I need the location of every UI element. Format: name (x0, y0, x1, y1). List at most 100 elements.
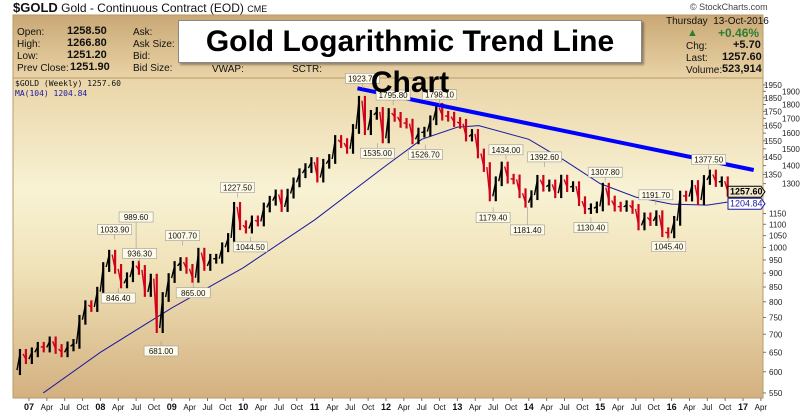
x-tick-label: 16 (667, 402, 677, 412)
annotation-box (375, 89, 411, 101)
x-tick-label: Jul (702, 403, 712, 412)
x-tick-label: Oct (576, 403, 589, 412)
price-bar-link (194, 252, 200, 278)
x-tick-label: Jul (202, 403, 212, 412)
price-bar-link (391, 112, 396, 118)
price-bar-link (396, 116, 402, 124)
day: Thursday (666, 16, 708, 27)
y-tick-label: 1300 (782, 180, 800, 189)
annotation-label: 1191.70 (642, 191, 671, 200)
price-bar-link (587, 207, 592, 210)
y-tick-label: 600 (769, 368, 783, 377)
price-bar-link (468, 133, 473, 138)
price-bar-link (480, 153, 485, 168)
y-tick-label: 1100 (769, 220, 787, 229)
price-bar-link (164, 277, 170, 298)
price-bar-link (254, 219, 259, 223)
price-bar-link (123, 276, 128, 284)
y-tick-label: 1050 (769, 232, 787, 241)
price-bar-link (515, 179, 521, 194)
price-bar-link (313, 161, 319, 178)
price-bar-link (295, 172, 301, 183)
price-bar-link (260, 207, 265, 222)
annotation-box (651, 241, 687, 252)
price-bar-link (87, 304, 92, 308)
x-tick-label: Jul (131, 403, 141, 412)
price-bar-link (623, 204, 627, 208)
price-bar-link (177, 261, 182, 267)
price-bar-link (510, 177, 514, 181)
volume-value: 523,914 (722, 63, 762, 75)
price-bar-link (153, 278, 158, 329)
y-tick-label: 900 (769, 269, 783, 278)
x-tick-label: Oct (648, 403, 661, 412)
annotation-box (407, 149, 443, 160)
x-tick-label: Jul (274, 403, 284, 412)
price-bar-link (242, 224, 247, 229)
date-line: Thursday 13-Oct-2016 (666, 16, 769, 27)
y-tick-label: 650 (769, 348, 783, 357)
annotation-box (143, 345, 179, 357)
y-tick-label: 800 (769, 298, 783, 307)
bid-label: Bid: (133, 51, 151, 62)
price-bar-link (355, 100, 360, 129)
up-triangle-icon: ▲ (687, 27, 698, 39)
price-bar-link (93, 291, 98, 308)
price-bar-link (283, 193, 289, 208)
price-bar-link (182, 261, 188, 270)
price-bar-link (46, 341, 51, 348)
x-tick-label: 09 (167, 402, 177, 412)
y-tick-label: 550 (769, 389, 783, 398)
price-bar-link (277, 194, 283, 208)
price-bar-link (135, 265, 140, 271)
open-value: 1258.50 (67, 25, 107, 37)
price-bar-link (206, 258, 211, 267)
price-bar-link (58, 348, 63, 353)
y-tick-label: 850 (769, 283, 783, 292)
price-bar-link (474, 133, 479, 154)
watermark: © StockCharts.com (690, 2, 768, 12)
price-bar-link (349, 128, 354, 149)
date: 13-Oct-2016 (713, 16, 769, 27)
annotation-box (360, 147, 395, 159)
price-bar-link (34, 346, 39, 353)
annotation-box (122, 248, 157, 259)
annotation-box (527, 151, 562, 163)
price-bar-link (63, 346, 69, 353)
ask-label: Ask: (133, 27, 153, 38)
annotation-box (475, 212, 511, 223)
annotation-label: 1795.80 (379, 91, 408, 100)
price-bar-link (28, 352, 33, 360)
annotation-label: 1179.40 (479, 213, 508, 222)
y-tick-label: 700 (769, 330, 783, 339)
x-tick-label: 08 (95, 402, 105, 412)
price-bar-link (670, 220, 675, 234)
price-tag-label: 1257.60 (730, 187, 763, 197)
price-bar-link (438, 107, 443, 116)
x-tick-label: Apr (255, 403, 268, 412)
price-bar-link (373, 111, 378, 116)
price-bar-link (450, 116, 455, 123)
price-bar-link (581, 200, 586, 210)
price-bar-link (682, 194, 687, 198)
annotation-box (638, 189, 674, 201)
exchange: CME (247, 4, 268, 14)
price-bar-link (236, 206, 241, 226)
annotation-label: 1923.70 (348, 74, 377, 83)
y-tick-label: 750 (769, 313, 783, 322)
y-tick-label: 1600 (782, 129, 800, 138)
x-tick-label: 13 (452, 402, 462, 412)
x-tick-label: Oct (719, 403, 732, 412)
symbol: $GOLD (13, 0, 58, 15)
bid-size-label: Bid Size: (133, 63, 173, 74)
x-tick-label: Jul (559, 403, 569, 412)
price-bar-link (700, 179, 705, 201)
annotation-label: 989.60 (124, 213, 149, 222)
x-tick-label: 11 (310, 402, 320, 412)
annotation-label: 1535.00 (363, 149, 392, 158)
y-tick-label: 1800 (782, 100, 800, 109)
price-bar-link (611, 200, 616, 207)
y-tick-label: 1950 (764, 81, 782, 90)
annotation-label: 1033.90 (100, 225, 129, 234)
prev-close-label: Prev Close: (17, 63, 69, 74)
